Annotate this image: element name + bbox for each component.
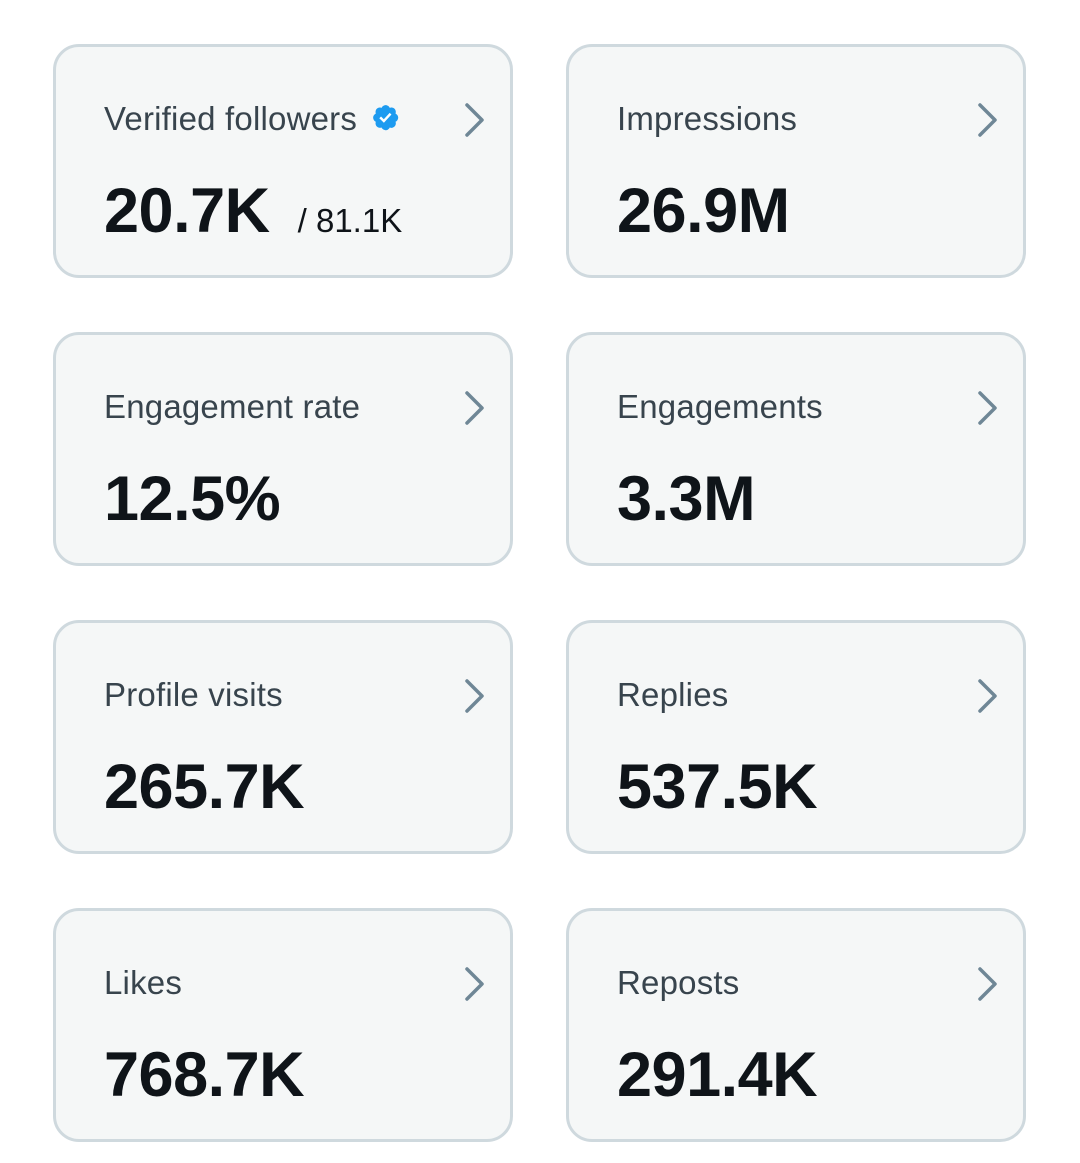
metric-card-replies[interactable]: Replies 537.5K	[566, 620, 1026, 854]
metric-label: Engagements	[617, 388, 823, 425]
metric-label: Engagement rate	[104, 388, 361, 425]
metric-label-row: Verified followers	[104, 97, 403, 141]
chevron-right-icon[interactable]	[975, 965, 1001, 1003]
metric-label-row: Replies	[617, 673, 728, 717]
metric-label-row: Profile visits	[104, 673, 283, 717]
metric-label-row: Reposts	[617, 961, 739, 1005]
metric-value-row: 26.9M	[617, 175, 790, 247]
metric-card-profile-visits[interactable]: Profile visits 265.7K	[53, 620, 513, 854]
metric-label: Verified followers	[104, 100, 358, 137]
metric-card-impressions[interactable]: Impressions 26.9M	[566, 44, 1026, 278]
metric-value: 768.7K	[104, 1040, 305, 1110]
chevron-right-icon[interactable]	[975, 101, 1001, 139]
chevron-right-icon[interactable]	[462, 389, 488, 427]
metric-value: 20.7K	[104, 176, 270, 246]
metric-label-row: Engagements	[617, 385, 823, 429]
metric-label: Replies	[617, 676, 729, 713]
metric-label: Reposts	[617, 964, 740, 1001]
chevron-right-icon[interactable]	[975, 677, 1001, 715]
metric-value-row: 20.7K / 81.1K	[104, 175, 402, 247]
metric-total: / 81.1K	[297, 202, 403, 239]
metric-value: 537.5K	[617, 752, 818, 822]
metric-card-verified-followers[interactable]: Verified followers 20.7K / 81.1K	[53, 44, 513, 278]
metric-label: Impressions	[617, 100, 798, 137]
metric-label-row: Likes	[104, 961, 182, 1005]
metric-card-engagement-rate[interactable]: Engagement rate 12.5%	[53, 332, 513, 566]
metric-label: Profile visits	[104, 676, 283, 713]
metric-value-row: 537.5K	[617, 751, 818, 823]
metric-value-row: 768.7K	[104, 1039, 305, 1111]
metric-value-row: 291.4K	[617, 1039, 818, 1111]
metric-label: Likes	[104, 964, 183, 1001]
metric-value: 291.4K	[617, 1040, 818, 1110]
metric-value: 265.7K	[104, 752, 305, 822]
metric-value-row: 3.3M	[617, 463, 756, 535]
metric-card-engagements[interactable]: Engagements 3.3M	[566, 332, 1026, 566]
chevron-right-icon[interactable]	[462, 965, 488, 1003]
metric-value-row: 12.5%	[104, 463, 281, 535]
chevron-right-icon[interactable]	[975, 389, 1001, 427]
metric-label-row: Engagement rate	[104, 385, 360, 429]
metric-label-row: Impressions	[617, 97, 797, 141]
chevron-right-icon[interactable]	[462, 101, 488, 139]
metric-card-reposts[interactable]: Reposts 291.4K	[566, 908, 1026, 1142]
metric-card-likes[interactable]: Likes 768.7K	[53, 908, 513, 1142]
chevron-right-icon[interactable]	[462, 677, 488, 715]
metric-value-row: 265.7K	[104, 751, 305, 823]
metric-value: 12.5%	[104, 464, 281, 534]
verified-badge-icon	[371, 103, 403, 135]
metric-value: 3.3M	[617, 464, 756, 534]
metric-value: 26.9M	[617, 176, 790, 246]
